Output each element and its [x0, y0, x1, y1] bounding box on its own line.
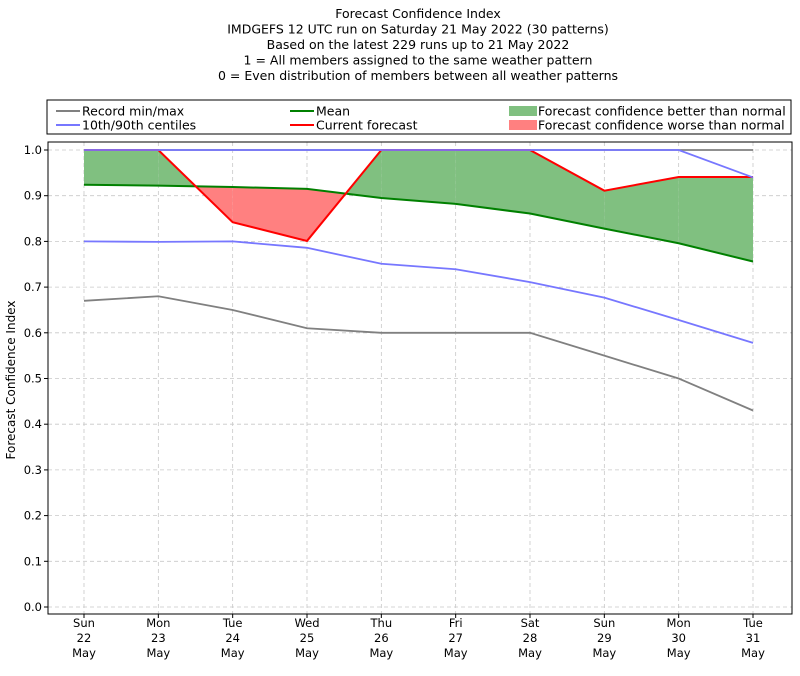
title-line: Forecast Confidence Index [335, 6, 501, 21]
x-tick-label: 26 [374, 631, 389, 645]
better-than-normal-fill [84, 150, 159, 186]
x-tick-label: 27 [448, 631, 463, 645]
better-than-normal-fill [381, 150, 456, 204]
legend-patch-swatch [509, 120, 537, 130]
legend-label: Mean [316, 104, 350, 119]
record-min-line [83, 295, 754, 412]
x-tick-label: 23 [151, 631, 166, 645]
y-tick-label: 0.1 [24, 554, 42, 568]
x-tick-label: May [444, 646, 468, 660]
x-tick-label: 30 [671, 631, 686, 645]
x-tick-label: Fri [449, 616, 463, 630]
worse-than-normal-fill [232, 187, 307, 241]
y-tick-label: 0.5 [24, 372, 42, 386]
legend-patch-swatch [509, 106, 537, 116]
y-axis-label: Forecast Confidence Index [4, 301, 18, 460]
plot-frame [47, 141, 793, 615]
y-tick-label: 0.9 [24, 189, 42, 203]
legend-label: Record min/max [82, 104, 184, 119]
y-tick-label: 1.0 [24, 143, 42, 157]
better-than-normal-fill [604, 176, 679, 244]
x-tick-label: 25 [300, 631, 315, 645]
x-tick-label: May [592, 646, 616, 660]
x-tick-label: Sun [593, 616, 615, 630]
legend-label: Forecast confidence worse than normal [538, 118, 785, 133]
plot-area: 0.00.10.20.30.40.50.60.70.80.91.0Sun22Ma… [24, 141, 793, 660]
title-line: 1 = All members assigned to the same wea… [244, 53, 593, 68]
x-tick-label: Sun [73, 616, 95, 630]
title-line: IMDGEFS 12 UTC run on Saturday 21 May 20… [227, 22, 609, 37]
x-tick-label: May [741, 646, 765, 660]
y-tick-label: 0.0 [24, 600, 42, 614]
x-tick-label: May [146, 646, 170, 660]
y-tick-label: 0.3 [24, 463, 42, 477]
y-tick-label: 0.8 [24, 234, 42, 248]
x-tick-label: May [295, 646, 319, 660]
better-than-normal-fill [455, 150, 530, 214]
x-tick-label: Sat [521, 616, 540, 630]
better-than-normal-fill [530, 150, 605, 229]
x-tick-label: 31 [746, 631, 761, 645]
x-tick-label: Wed [294, 616, 319, 630]
x-tick-label: May [667, 646, 691, 660]
x-tick-label: Tue [222, 616, 243, 630]
x-tick-label: 24 [225, 631, 240, 645]
title-line: 0 = Even distribution of members between… [218, 68, 618, 83]
x-tick-label: 29 [597, 631, 612, 645]
x-tick-label: 22 [77, 631, 92, 645]
x-tick-label: May [369, 646, 393, 660]
legend-label: Forecast confidence better than normal [538, 104, 786, 119]
x-tick-label: 28 [523, 631, 538, 645]
p90-line [84, 149, 754, 179]
p10-line [83, 240, 754, 344]
x-tick-label: May [518, 646, 542, 660]
legend-box [46, 99, 792, 135]
y-tick-label: 0.7 [24, 280, 42, 294]
x-tick-label: Thu [370, 616, 393, 630]
x-tick-label: Mon [667, 616, 691, 630]
x-tick-label: May [72, 646, 96, 660]
x-tick-label: Mon [146, 616, 170, 630]
title-line: Based on the latest 229 runs up to 21 Ma… [267, 37, 570, 52]
y-tick-label: 0.6 [24, 326, 42, 340]
y-tick-label: 0.4 [24, 417, 42, 431]
chart-legend: Record min/max Mean Forecast confidence be… [46, 99, 792, 135]
y-tick-label: 0.2 [24, 509, 42, 523]
better-than-normal-fill [678, 176, 753, 262]
x-tick-label: Tue [742, 616, 763, 630]
legend-label: Current forecast [316, 118, 418, 133]
x-tick-label: May [221, 646, 245, 660]
legend-label: 10th/90th centiles [82, 118, 196, 133]
